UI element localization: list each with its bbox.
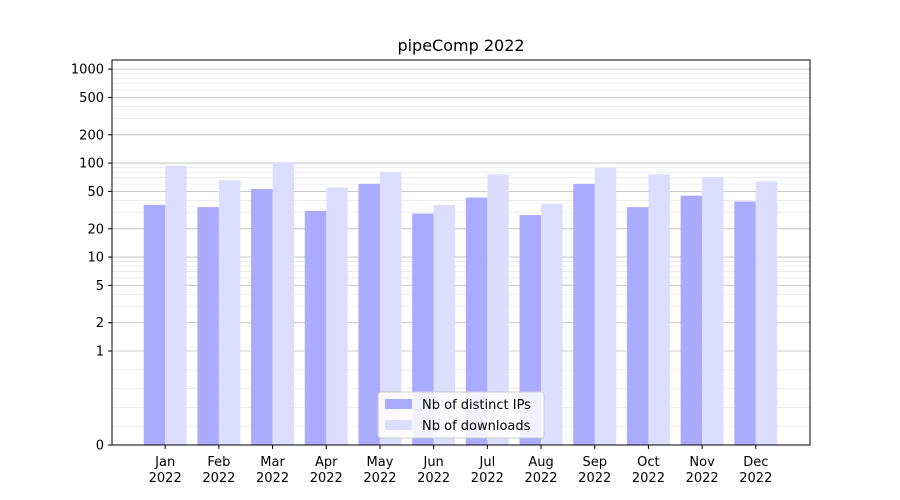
x-tick-label: Sep 2022	[578, 455, 611, 486]
x-tick-label: Jun 2022	[417, 455, 450, 486]
legend-swatch	[385, 420, 412, 430]
bar-downloads	[541, 203, 563, 445]
x-tick-label: Oct 2022	[632, 455, 665, 486]
chart-title: pipeComp 2022	[397, 36, 524, 55]
legend-swatch	[385, 399, 412, 409]
plot-frame	[111, 59, 811, 446]
bar-distinct-ips	[143, 204, 166, 445]
bar-distinct-ips	[197, 207, 219, 445]
x-tick-label: Dec 2022	[739, 455, 772, 486]
x-tick-label: Apr 2022	[310, 455, 343, 486]
bar-distinct-ips	[573, 183, 595, 445]
bar-downloads	[755, 181, 778, 445]
y-tick-label: 1000	[71, 63, 104, 78]
y-tick-label: 2	[96, 316, 104, 331]
bar-downloads	[702, 177, 724, 445]
bar-distinct-ips	[626, 207, 649, 445]
bar-downloads	[218, 180, 241, 445]
bar-downloads	[648, 174, 670, 445]
bar-distinct-ips	[251, 188, 273, 445]
legend: Nb of distinct IPs Nb of downloads	[377, 391, 545, 439]
x-tick-label: Nov 2022	[686, 455, 719, 486]
x-tick-label: Aug 2022	[524, 455, 557, 486]
bar-distinct-ips	[358, 183, 380, 445]
bar-downloads	[594, 167, 617, 446]
y-tick-label: 0	[96, 439, 104, 454]
x-axis: Jan 2022 Feb 2022 Mar 2022 Apr 2022 May 2022 Jun 20…	[149, 445, 772, 486]
x-tick-label: Jul 2022	[471, 455, 504, 486]
bar-distinct-ips	[734, 201, 756, 445]
y-tick-label: 20	[87, 222, 104, 237]
y-tick-label: 50	[87, 185, 104, 200]
bar-distinct-ips	[519, 215, 542, 445]
bar-distinct-ips	[680, 195, 703, 445]
bar-downloads	[379, 172, 402, 445]
bar-downloads	[326, 187, 348, 445]
y-axis: 0 1 2 5 10 20 50 100 200 500 1000	[71, 63, 112, 454]
bar-distinct-ips	[412, 213, 434, 445]
bar-distinct-ips	[465, 197, 488, 445]
x-tick-label: Feb 2022	[202, 455, 235, 486]
bars-layer	[143, 162, 778, 446]
legend-label: Nb of distinct IPs	[422, 398, 531, 413]
x-tick-label: Jan 2022	[149, 455, 182, 486]
x-tick-label: Mar 2022	[256, 455, 289, 486]
bar-downloads	[433, 204, 456, 445]
bar-downloads	[165, 165, 187, 445]
y-tick-label: 200	[79, 128, 104, 143]
y-tick-label: 1	[96, 345, 104, 360]
legend-label: Nb of downloads	[422, 419, 531, 434]
x-tick-label: May 2022	[363, 455, 396, 486]
bar-downloads	[487, 174, 509, 445]
y-tick-label: 10	[87, 251, 104, 266]
bar-distinct-ips	[304, 210, 327, 445]
bar-downloads	[272, 162, 295, 445]
legend-box	[377, 391, 545, 439]
y-tick-label: 100	[79, 157, 104, 172]
y-tick-label: 500	[79, 91, 104, 106]
y-tick-label: 5	[96, 279, 104, 294]
